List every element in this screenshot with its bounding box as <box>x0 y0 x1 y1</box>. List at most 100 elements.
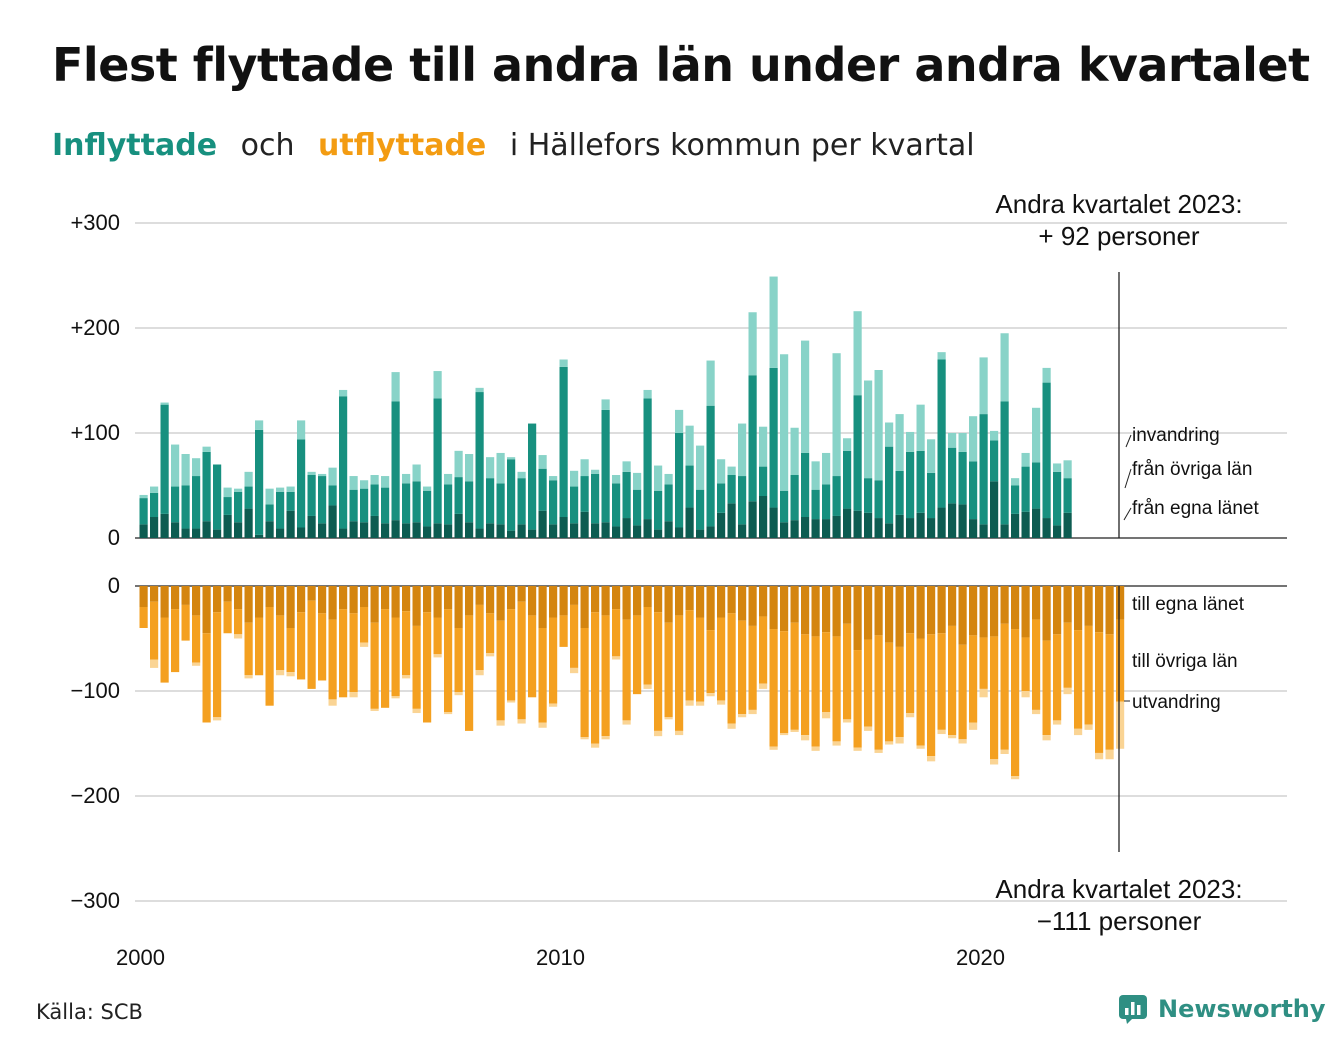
bar-out-emigration <box>402 675 411 679</box>
bar-in-local <box>297 527 306 538</box>
bar-in-local <box>727 503 736 538</box>
bar-in-other <box>318 476 327 524</box>
bar-out-emigration <box>801 735 810 741</box>
bar-out-other <box>381 609 390 708</box>
bar-in-local <box>696 529 705 538</box>
bar-in-other <box>349 489 358 522</box>
bar-out-other <box>895 646 904 738</box>
bar-out-other <box>706 630 715 694</box>
bar-out-local <box>402 586 411 612</box>
bar-in-local <box>192 528 201 538</box>
bar-out-other <box>370 622 379 709</box>
bar-in-local <box>937 507 946 538</box>
bar-in-immigration <box>885 422 894 447</box>
bar-in-immigration <box>948 433 957 448</box>
bar-in-other <box>969 461 978 520</box>
bar-out-emigration <box>895 737 904 744</box>
bar-in-other <box>685 465 694 508</box>
bar-out-other <box>801 634 810 736</box>
bar-out-other <box>454 628 463 693</box>
bar-out-emigration <box>769 746 778 750</box>
newsworthy-logo-text: Newsworthy <box>1158 995 1326 1023</box>
subtitle-inflyttade: Inflyttade <box>52 128 218 163</box>
bar-out-emigration <box>759 683 768 689</box>
bar-in-other <box>192 476 201 529</box>
bar-in-local <box>864 512 873 538</box>
bar-in-other <box>916 450 925 513</box>
bar-in-local <box>717 512 726 538</box>
bar-out-local <box>895 586 904 647</box>
bar-out-local <box>517 586 526 602</box>
bar-out-local <box>475 586 484 605</box>
bar-out-other <box>948 625 957 736</box>
bar-out-emigration <box>811 746 820 751</box>
bar-in-local <box>801 517 810 538</box>
bar-in-other <box>486 478 495 524</box>
bar-in-immigration <box>633 472 642 490</box>
bar-out-local <box>181 586 190 605</box>
bar-out-emigration <box>696 701 705 706</box>
legend-bottom-label: utvandring <box>1132 692 1221 713</box>
bar-in-local <box>706 526 715 538</box>
bar-out-other <box>297 612 306 680</box>
bar-in-immigration <box>507 457 516 460</box>
source-note: Källa: SCB <box>36 1000 143 1024</box>
bar-out-other <box>780 631 789 733</box>
bar-in-immigration <box>381 476 390 488</box>
bar-in-other <box>580 476 589 512</box>
bar-out-other <box>318 613 327 681</box>
legend-top-leader <box>1123 507 1132 521</box>
bar-out-local <box>685 586 694 611</box>
bar-in-local <box>759 496 768 538</box>
bar-out-other <box>286 628 295 673</box>
y-tick-label-bottom: 0 <box>108 573 120 598</box>
bar-out-local <box>559 586 568 616</box>
bar-in-local <box>927 518 936 538</box>
bar-out-other <box>234 609 243 635</box>
bar-in-other <box>927 472 936 519</box>
bar-out-other <box>811 636 820 747</box>
bar-in-local <box>654 529 663 538</box>
bar-out-other <box>612 609 621 657</box>
bar-in-other <box>433 398 442 524</box>
bar-in-other <box>780 490 789 523</box>
bar-in-local <box>433 523 442 538</box>
bar-in-other <box>538 468 547 511</box>
bar-in-immigration <box>664 473 673 485</box>
bar-out-other <box>591 612 600 744</box>
legend-top-leader <box>1125 434 1132 448</box>
bar-out-other <box>339 609 348 698</box>
bar-in-immigration <box>706 360 715 406</box>
bar-in-immigration <box>832 353 841 477</box>
bar-in-local <box>234 522 243 538</box>
bar-out-emigration <box>286 672 295 677</box>
bar-in-local <box>307 515 316 538</box>
bar-out-other <box>349 613 358 693</box>
bar-in-local <box>181 528 190 538</box>
bar-in-local <box>244 508 253 538</box>
bar-out-local <box>1042 586 1051 641</box>
bar-out-other <box>202 633 211 723</box>
bar-in-other <box>906 451 915 519</box>
legend-top-label: invandring <box>1132 425 1220 446</box>
bar-out-other <box>517 601 526 720</box>
bar-out-other <box>1095 632 1104 753</box>
bar-in-other <box>307 475 316 516</box>
bar-out-emigration <box>790 729 799 732</box>
bar-out-other <box>727 613 736 724</box>
bar-in-immigration <box>465 454 474 482</box>
bar-in-local <box>339 528 348 538</box>
bar-out-local <box>528 586 537 616</box>
bar-in-immigration <box>307 471 316 475</box>
bar-out-emigration <box>874 749 883 753</box>
bar-out-local <box>643 586 652 607</box>
bar-out-other <box>958 644 967 740</box>
bar-in-other <box>853 395 862 511</box>
bar-in-immigration <box>255 420 264 430</box>
bar-in-immigration <box>843 438 852 451</box>
bar-out-other <box>1084 625 1093 725</box>
bar-out-emigration <box>244 675 253 679</box>
bar-out-other <box>748 625 757 710</box>
bar-in-local <box>139 524 148 538</box>
bar-out-emigration <box>234 634 243 639</box>
